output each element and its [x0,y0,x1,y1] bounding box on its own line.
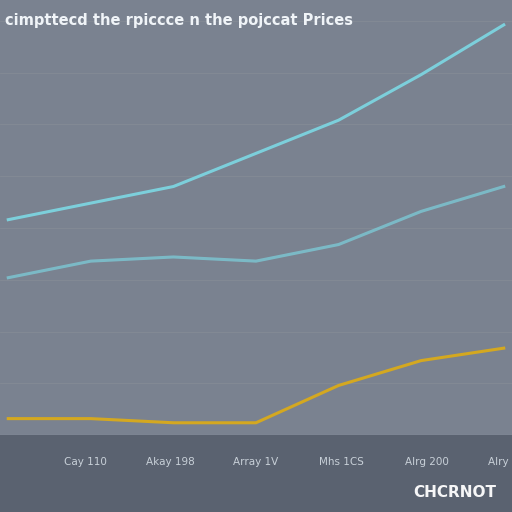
Text: CHCRNOT: CHCRNOT [414,485,497,501]
Text: cimpttecd the rpiccce n the pojccat Prices: cimpttecd the rpiccce n the pojccat Pric… [5,13,353,28]
Text: Alrg 200: Alrg 200 [404,457,449,467]
Text: Akay 198: Akay 198 [146,457,195,467]
Text: Cay 110: Cay 110 [64,457,107,467]
Text: Alry 18%: Alry 18% [488,457,512,467]
Text: Array 1V: Array 1V [233,457,279,467]
Text: Mhs 1CS: Mhs 1CS [319,457,364,467]
